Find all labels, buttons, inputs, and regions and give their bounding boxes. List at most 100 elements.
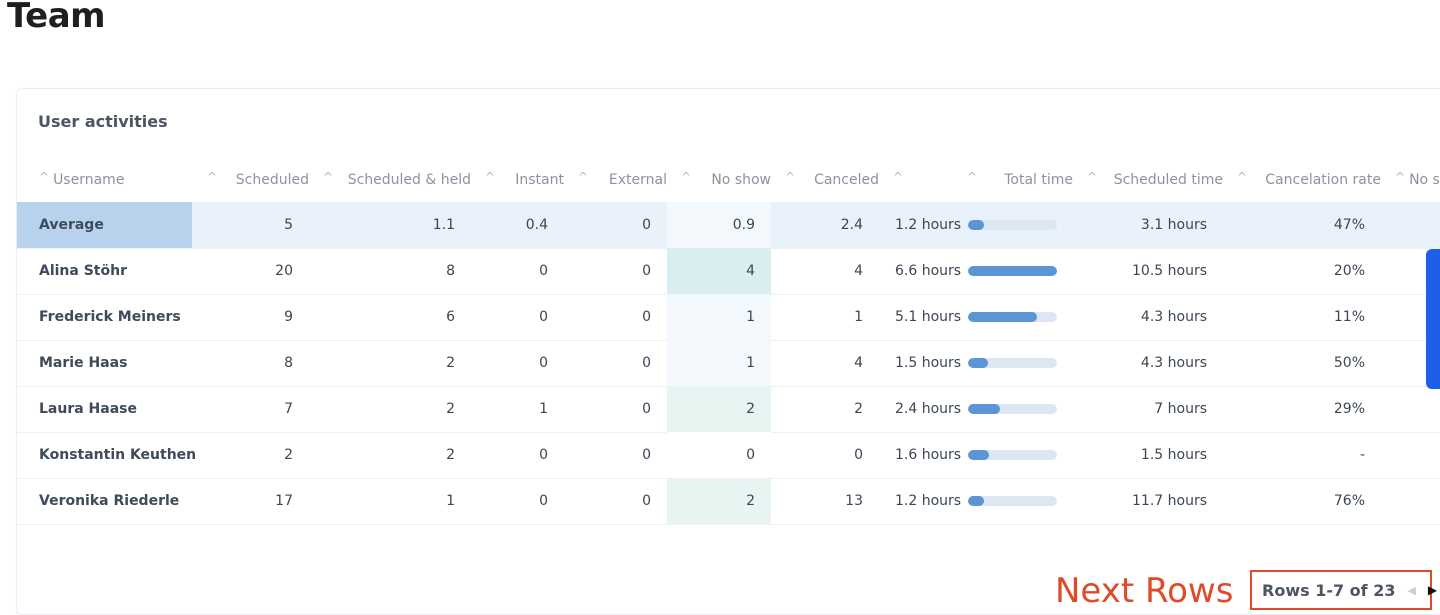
table-row[interactable]: Frederick Meiners 9 6 0 0 1 1 4.3 hours 11% 5.1 h… [17,294,1440,341]
sort-caret-icon: ^ [1087,170,1098,184]
sort-caret-icon: ^ [681,170,692,184]
column-header-label: Canceled [814,172,879,188]
sort-caret-icon: ^ [485,170,496,184]
cancel-rate-cell: 11% [1333,309,1365,325]
sort-caret-icon: ^ [39,170,50,184]
sort-caret-icon: ^ [323,170,334,184]
sched-time-cell: 3.1 hours [1140,217,1207,233]
column-header-no-show-rate[interactable]: ^ No s [1395,170,1440,190]
total-time-bar-fill [968,358,988,368]
total-time-bar-fill [968,496,984,506]
instant-cell: 0 [539,447,548,463]
sort-caret-icon: ^ [1237,170,1248,184]
external-cell: 0 [642,355,651,371]
total-time-cell: 1.5 hours [895,355,962,371]
average-highlight [17,202,192,248]
total-time-cell: 1.6 hours [895,447,962,463]
column-header-bar[interactable]: ^ [893,170,907,190]
sort-caret-icon: ^ [207,170,218,184]
external-cell: 0 [642,217,651,233]
held-cell: 6 [446,309,455,325]
instant-cell: 0 [539,309,548,325]
pagination: Rows 1-7 of 23 ◀ ▶ [1250,570,1437,610]
column-header-instant[interactable]: ^ Instant [485,170,564,190]
column-header-label: External [608,172,667,188]
column-header-scheduled-held[interactable]: ^ Scheduled & held [323,170,471,190]
column-header-label: Scheduled [235,172,309,188]
no-show-heat-cell [667,202,771,248]
total-time-bar-fill [968,266,1057,276]
canceled-cell: 13 [845,493,863,509]
scheduled-cell: 17 [275,493,293,509]
username-cell: Frederick Meiners [39,309,181,325]
noshow-cell: 1 [746,309,755,325]
external-cell: 0 [642,447,651,463]
sched-time-cell: 7 hours [1154,401,1207,417]
sort-caret-icon: ^ [785,170,796,184]
table-row[interactable]: Laura Haase 7 2 1 0 2 2 7 hours 29% 2.4 hours [17,386,1440,433]
page-title: Team [7,0,106,36]
total-time-bar-fill [968,404,1000,414]
username-cell: Laura Haase [39,401,137,417]
no-show-heat-cell [667,294,771,340]
username-cell: Marie Haas [39,355,128,371]
no-show-heat-cell [667,340,771,386]
column-header-scheduled[interactable]: ^ Scheduled [207,170,309,190]
scheduled-cell: 8 [284,355,293,371]
total-time-bar [968,450,1057,460]
total-time-bar [968,496,1057,506]
column-header-label: Instant [515,172,564,188]
total-time-bar-fill [968,450,989,460]
canceled-cell: 4 [854,263,863,279]
cancel-rate-cell: 76% [1333,493,1365,509]
username-cell: Konstantin Keuthen [39,447,197,463]
horizontal-scroll-handle[interactable] [1426,249,1440,389]
table-row[interactable]: Alina Stöhr 20 8 0 0 4 4 10.5 hours 20% 6.6 hours [17,248,1440,295]
cancel-rate-cell: 20% [1333,263,1365,279]
column-header-external[interactable]: ^ External [578,170,667,190]
external-cell: 0 [642,493,651,509]
column-header-canceled[interactable]: ^ Canceled [785,170,879,190]
column-header-label: No s [1409,172,1440,188]
sort-caret-icon: ^ [578,170,589,184]
next-page-icon[interactable]: ▶ [1427,583,1438,597]
column-header-scheduled-time[interactable]: ^ Scheduled time [1087,170,1223,190]
total-time-bar [968,220,1057,230]
external-cell: 0 [642,401,651,417]
sort-caret-icon: ^ [1395,170,1406,184]
no-show-heat-cell [667,478,771,524]
table-row[interactable]: Veronika Riederle 17 1 0 0 2 13 11.7 hours 76% 1.… [17,478,1440,525]
held-cell: 2 [446,401,455,417]
total-time-bar [968,266,1057,276]
previous-page-icon[interactable]: ◀ [1407,583,1416,597]
table-row[interactable]: Konstantin Keuthen 2 2 0 0 0 0 1.5 hours - 1.6 ho… [17,432,1440,479]
canceled-cell: 0 [854,447,863,463]
column-header-label: Scheduled & held [347,172,471,188]
external-cell: 0 [642,309,651,325]
card-title: User activities [38,112,168,131]
scheduled-cell: 5 [284,217,293,233]
column-header-total-time[interactable]: ^ Total time [967,170,1073,190]
pagination-label: Rows 1-7 of 23 [1262,580,1396,600]
noshow-cell: 0 [746,447,755,463]
held-cell: 1 [446,493,455,509]
total-time-cell: 6.6 hours [895,263,962,279]
table-row[interactable]: Marie Haas 8 2 0 0 1 4 4.3 hours 50% 1.5 hours [17,340,1440,387]
column-header-username[interactable]: ^ Username [39,170,124,190]
user-activities-card: User activities ^ Username ^ Scheduled ^ Sche… [16,88,1440,615]
sched-time-cell: 11.7 hours [1132,493,1207,509]
scheduled-cell: 9 [284,309,293,325]
instant-cell: 1 [539,401,548,417]
external-cell: 0 [642,263,651,279]
table-row-average[interactable]: Average 5 1.1 0.4 0 0.9 2.4 3.1 hours 47% 1.2 hou… [17,202,1440,249]
column-header-no-show[interactable]: ^ No show [681,170,771,190]
total-time-cell: 5.1 hours [895,309,962,325]
held-cell: 2 [446,355,455,371]
scheduled-cell: 2 [284,447,293,463]
scheduled-cell: 20 [275,263,293,279]
cancel-rate-cell: 29% [1333,401,1365,417]
column-header-cancelation-rate[interactable]: ^ Cancelation rate [1237,170,1381,190]
column-header-label: Scheduled time [1113,172,1223,188]
column-header-label: Total time [1004,172,1073,188]
sched-time-cell: 1.5 hours [1140,447,1207,463]
